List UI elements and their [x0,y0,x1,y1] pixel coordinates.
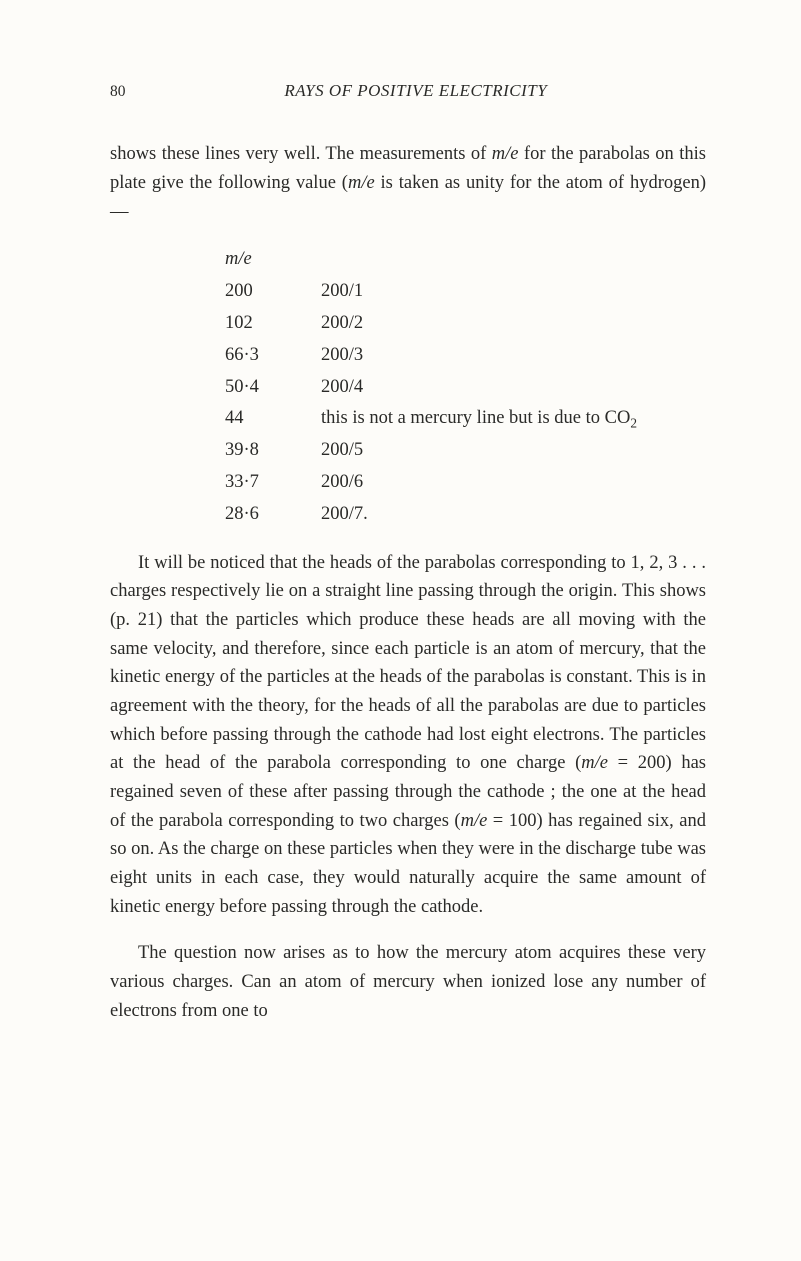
table-cell-right: this is not a mercury line but is due to… [321,403,706,435]
table-cell-right: 200/3 [321,340,706,372]
table-row: 50·4 200/4 [225,372,706,404]
table-row: 28·6 200/7. [225,499,706,531]
text: It will be noticed that the heads of the… [110,553,706,774]
table-cell-left: 102 [225,308,321,340]
table-cell-left: 33·7 [225,467,321,499]
table-cell-left: 44 [225,403,321,435]
var-m-over-e: m/e [492,144,519,164]
subscript: 2 [630,416,637,431]
table-cell-left: 66·3 [225,340,321,372]
table-header-row: m/e [225,244,706,276]
text: this is not a mercury line but is due to… [321,408,630,428]
table-cell-right: 200/7. [321,499,706,531]
table-row: 39·8 200/5 [225,435,706,467]
var-m-over-e: m/e [461,811,488,831]
table-cell-right: 200/1 [321,276,706,308]
var-m-over-e: m/e [581,753,608,773]
table-cell-left: 28·6 [225,499,321,531]
table-cell-left: 39·8 [225,435,321,467]
page-number: 80 [110,80,126,104]
table-cell-right: 200/2 [321,308,706,340]
table-header-empty [321,244,706,276]
table-cell-right: 200/6 [321,467,706,499]
running-title: RAYS OF POSITIVE ELECTRICITY [126,78,707,104]
table-row: 44 this is not a mercury line but is due… [225,403,706,435]
table-row: 200 200/1 [225,276,706,308]
text: The question now arises as to how the me… [110,943,706,1020]
table-row: 102 200/2 [225,308,706,340]
table-row: 33·7 200/6 [225,467,706,499]
paragraph-2: It will be noticed that the heads of the… [110,549,706,922]
paragraph-3: The question now arises as to how the me… [110,939,706,1025]
paragraph-1: shows these lines very well. The measure… [110,140,706,226]
table-row: 66·3 200/3 [225,340,706,372]
table-cell-right: 200/4 [321,372,706,404]
page-header: 80 RAYS OF POSITIVE ELECTRICITY [110,78,706,104]
table-cell-left: 200 [225,276,321,308]
page-container: 80 RAYS OF POSITIVE ELECTRICITY shows th… [0,0,801,1261]
m-over-e-table: m/e 200 200/1 102 200/2 66·3 200/3 50·4 … [225,244,706,530]
table-cell-left: 50·4 [225,372,321,404]
var-m-over-e: m/e [348,173,375,193]
table-cell-right: 200/5 [321,435,706,467]
text: shows these lines very well. The measure… [110,144,492,164]
table-header-label: m/e [225,244,321,276]
